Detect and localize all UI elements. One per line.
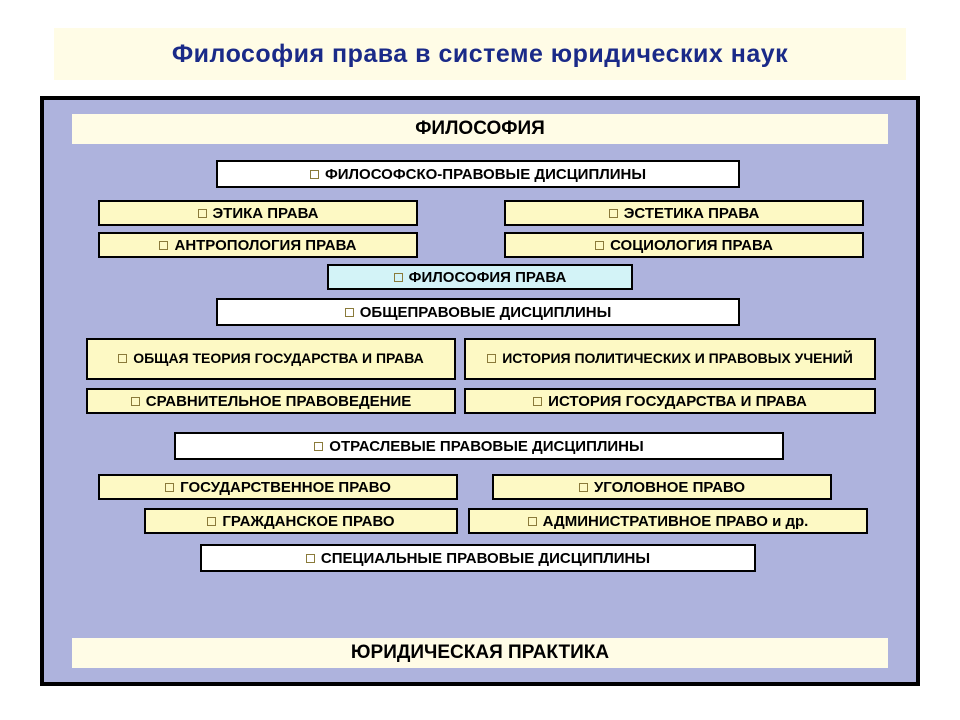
box-comparative-law: СРАВНИТЕЛЬНОЕ ПРАВОВЕДЕНИЕ — [86, 388, 456, 414]
title-band: Философия права в системе юридических на… — [54, 28, 906, 80]
box-history-state-law: ИСТОРИЯ ГОСУДАРСТВА И ПРАВА — [464, 388, 876, 414]
box-label: ГОСУДАРСТВЕННОЕ ПРАВО — [180, 479, 391, 496]
box-philosophy-of-law: ФИЛОСОФИЯ ПРАВА — [327, 264, 633, 290]
box-label: ГРАЖДАНСКОЕ ПРАВО — [222, 513, 394, 530]
bullet-icon — [310, 170, 319, 179]
box-label: УГОЛОВНОЕ ПРАВО — [594, 479, 745, 496]
bullet-icon — [131, 397, 140, 406]
box-label: АНТРОПОЛОГИЯ ПРАВА — [174, 237, 356, 254]
box-ethics: ЭТИКА ПРАВА — [98, 200, 418, 226]
bullet-icon — [609, 209, 618, 218]
page-title: Философия права в системе юридических на… — [172, 40, 788, 69]
bullet-icon — [159, 241, 168, 250]
box-criminal-law: УГОЛОВНОЕ ПРАВО — [492, 474, 832, 500]
bullet-icon — [487, 354, 496, 363]
box-constitutional-law: ГОСУДАРСТВЕННОЕ ПРАВО — [98, 474, 458, 500]
box-label: ИСТОРИЯ ПОЛИТИЧЕСКИХ И ПРАВОВЫХ УЧЕНИЙ — [502, 351, 853, 366]
box-label: ЭТИКА ПРАВА — [213, 205, 319, 222]
box-anthropology: АНТРОПОЛОГИЯ ПРАВА — [98, 232, 418, 258]
box-history-doctrines: ИСТОРИЯ ПОЛИТИЧЕСКИХ И ПРАВОВЫХ УЧЕНИЙ — [464, 338, 876, 380]
bullet-icon — [118, 354, 127, 363]
box-label: ЭСТЕТИКА ПРАВА — [624, 205, 760, 222]
box-sociology: СОЦИОЛОГИЯ ПРАВА — [504, 232, 864, 258]
box-section-branch: ОТРАСЛЕВЫЕ ПРАВОВЫЕ ДИСЦИПЛИНЫ — [174, 432, 784, 460]
main-panel: ФИЛОСОФИЯ ЮРИДИЧЕСКАЯ ПРАКТИКА ФИЛОСОФСК… — [40, 96, 920, 686]
bullet-icon — [579, 483, 588, 492]
box-general-theory: ОБЩАЯ ТЕОРИЯ ГОСУДАРСТВА И ПРАВА — [86, 338, 456, 380]
box-section-philo-legal: ФИЛОСОФСКО-ПРАВОВЫЕ ДИСЦИПЛИНЫ — [216, 160, 740, 188]
bullet-icon — [306, 554, 315, 563]
box-label: СОЦИОЛОГИЯ ПРАВА — [610, 237, 773, 254]
box-label: ФИЛОСОФСКО-ПРАВОВЫЕ ДИСЦИПЛИНЫ — [325, 166, 646, 183]
bullet-icon — [207, 517, 216, 526]
header-band: ФИЛОСОФИЯ — [72, 114, 888, 144]
box-label: ФИЛОСОФИЯ ПРАВА — [409, 269, 567, 286]
box-label: СПЕЦИАЛЬНЫЕ ПРАВОВЫЕ ДИСЦИПЛИНЫ — [321, 550, 650, 567]
bullet-icon — [528, 517, 537, 526]
box-administrative-law: АДМИНИСТРАТИВНОЕ ПРАВО и др. — [468, 508, 868, 534]
box-label: АДМИНИСТРАТИВНОЕ ПРАВО и др. — [543, 513, 809, 530]
box-label: ОТРАСЛЕВЫЕ ПРАВОВЫЕ ДИСЦИПЛИНЫ — [329, 438, 643, 455]
bullet-icon — [533, 397, 542, 406]
bullet-icon — [345, 308, 354, 317]
box-label: СРАВНИТЕЛЬНОЕ ПРАВОВЕДЕНИЕ — [146, 393, 412, 410]
box-civil-law: ГРАЖДАНСКОЕ ПРАВО — [144, 508, 458, 534]
box-aesthetics: ЭСТЕТИКА ПРАВА — [504, 200, 864, 226]
bullet-icon — [394, 273, 403, 282]
bullet-icon — [314, 442, 323, 451]
bullet-icon — [595, 241, 604, 250]
box-section-general-legal: ОБЩЕПРАВОВЫЕ ДИСЦИПЛИНЫ — [216, 298, 740, 326]
bullet-icon — [165, 483, 174, 492]
bullet-icon — [198, 209, 207, 218]
box-label: ОБЩЕПРАВОВЫЕ ДИСЦИПЛИНЫ — [360, 304, 612, 321]
panel-inner: ФИЛОСОФИЯ ЮРИДИЧЕСКАЯ ПРАКТИКА ФИЛОСОФСК… — [44, 100, 916, 682]
box-section-special: СПЕЦИАЛЬНЫЕ ПРАВОВЫЕ ДИСЦИПЛИНЫ — [200, 544, 756, 572]
box-label: ИСТОРИЯ ГОСУДАРСТВА И ПРАВА — [548, 393, 807, 410]
box-label: ОБЩАЯ ТЕОРИЯ ГОСУДАРСТВА И ПРАВА — [133, 351, 424, 366]
footer-band: ЮРИДИЧЕСКАЯ ПРАКТИКА — [72, 638, 888, 668]
